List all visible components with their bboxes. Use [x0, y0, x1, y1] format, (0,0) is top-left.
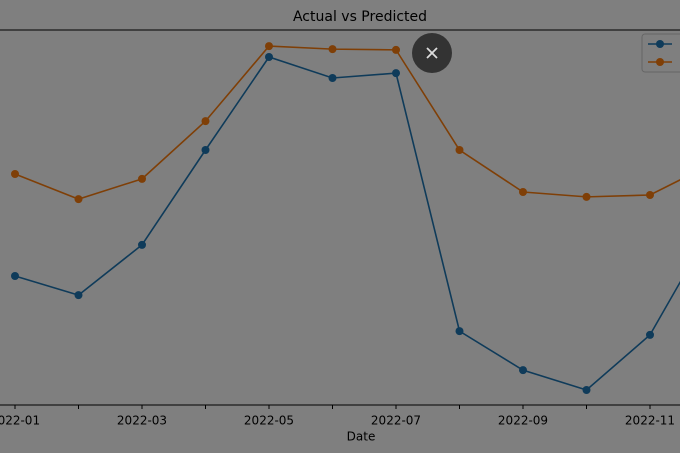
close-icon: [426, 47, 438, 59]
close-button[interactable]: [412, 33, 452, 73]
